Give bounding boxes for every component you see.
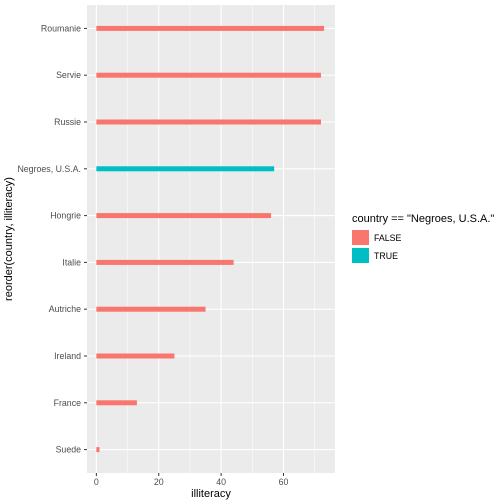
- x-tick-label: 40: [216, 477, 226, 487]
- x-tick-label: 0: [94, 477, 99, 487]
- x-axis-title: illiteracy: [191, 488, 231, 500]
- bar-russie: [96, 119, 321, 125]
- bar-ireland: [96, 353, 175, 359]
- legend: country == "Negroes, U.S.A." FALSE TRUE: [352, 213, 494, 263]
- y-tick-label: France: [54, 398, 81, 408]
- y-axis-title: reorder(country, illiteracy): [3, 177, 15, 301]
- legend-title: country == "Negroes, U.S.A.": [352, 213, 494, 225]
- bar-roumanie: [96, 25, 325, 31]
- bar-france: [96, 400, 137, 406]
- plot-panel: [87, 5, 335, 473]
- bars: [96, 25, 325, 453]
- y-axis: Suede France Ireland Autriche Italie Hongrie N…: [17, 23, 87, 455]
- bar-servie: [96, 72, 321, 78]
- y-tick-label: Servie: [56, 70, 81, 80]
- y-tick-label: Autriche: [49, 304, 81, 314]
- bar-suede: [96, 447, 100, 453]
- y-tick-label: Negroes, U.S.A.: [17, 164, 81, 174]
- y-tick-label: Italie: [62, 257, 81, 267]
- y-tick-label: Ireland: [54, 351, 81, 361]
- bar-italie: [96, 259, 234, 265]
- legend-key-false: [352, 230, 369, 245]
- y-tick-label: Suede: [56, 445, 82, 455]
- y-tick-label: Hongrie: [50, 211, 81, 221]
- x-tick-label: 60: [279, 477, 289, 487]
- bar-hongrie: [96, 213, 272, 219]
- x-axis: 0 20 40 60: [94, 473, 289, 487]
- legend-key-true: [352, 248, 369, 263]
- legend-label-false: FALSE: [374, 233, 402, 243]
- y-tick-label: Roumanie: [41, 23, 81, 33]
- legend-label-true: TRUE: [374, 251, 398, 261]
- bar-negroes-u-s-a-: [96, 166, 275, 172]
- x-tick-label: 20: [154, 477, 164, 487]
- bar-autriche: [96, 306, 206, 312]
- y-tick-label: Russie: [54, 117, 81, 127]
